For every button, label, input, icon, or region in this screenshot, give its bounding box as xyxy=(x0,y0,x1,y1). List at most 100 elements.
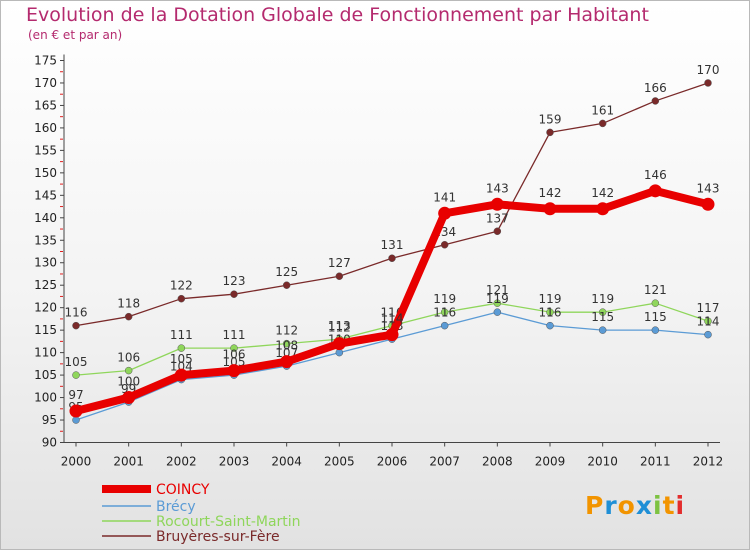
data-point-br-cy xyxy=(493,308,502,316)
data-label-rocourt-saint-martin: 113 xyxy=(328,319,351,333)
data-label-rocourt-saint-martin: 106 xyxy=(117,351,140,365)
x-tick-label: 2012 xyxy=(693,455,724,469)
data-label-bruy-res-sur-f-re: 123 xyxy=(223,274,246,288)
data-label-coincy: 142 xyxy=(591,186,614,200)
data-label-br-cy: 115 xyxy=(591,310,614,324)
data-label-bruy-res-sur-f-re: 118 xyxy=(117,297,140,311)
data-label-rocourt-saint-martin: 121 xyxy=(644,283,667,297)
legend-label-coincy: COINCY xyxy=(156,482,210,498)
data-point-rocourt-saint-martin xyxy=(704,317,712,325)
y-tick-label: 105 xyxy=(34,368,57,382)
data-label-coincy: 105 xyxy=(170,352,193,366)
data-point-bruy-res-sur-f-re xyxy=(177,294,186,303)
data-point-bruy-res-sur-f-re xyxy=(282,281,291,289)
x-tick-label: 2011 xyxy=(640,455,671,469)
x-tick-label: 2009 xyxy=(535,455,566,469)
data-label-rocourt-saint-martin: 119 xyxy=(591,292,614,306)
data-label-rocourt-saint-martin: 117 xyxy=(697,301,720,315)
data-point-coincy xyxy=(385,328,399,342)
logo-letter: i xyxy=(675,491,686,520)
data-point-bruy-res-sur-f-re xyxy=(493,227,502,236)
y-tick-label: 130 xyxy=(34,256,57,270)
data-label-br-cy: 119 xyxy=(486,292,509,306)
legend-label-rocourt-saint-martin: Rocourt-Saint-Martin xyxy=(156,514,301,530)
data-point-coincy xyxy=(122,391,136,405)
data-label-coincy: 142 xyxy=(539,186,562,200)
data-point-coincy xyxy=(490,197,504,211)
data-point-rocourt-saint-martin xyxy=(282,339,291,348)
data-label-bruy-res-sur-f-re: 166 xyxy=(644,81,667,95)
logo-letter: i xyxy=(653,491,663,520)
data-point-rocourt-saint-martin xyxy=(230,344,238,352)
y-tick-label: 95 xyxy=(42,413,57,427)
data-label-br-cy: 116 xyxy=(539,306,562,320)
data-label-br-cy: 104 xyxy=(170,360,193,374)
data-point-bruy-res-sur-f-re xyxy=(124,312,133,321)
data-point-bruy-res-sur-f-re xyxy=(651,97,660,105)
logo-letter: t xyxy=(662,491,676,520)
data-point-coincy xyxy=(227,364,241,378)
data-point-coincy xyxy=(332,337,346,351)
y-tick-label: 115 xyxy=(34,323,57,337)
data-point-coincy xyxy=(543,202,557,216)
data-label-br-cy: 115 xyxy=(644,310,667,324)
data-label-rocourt-saint-martin: 105 xyxy=(65,355,88,369)
data-point-bruy-res-sur-f-re xyxy=(388,254,396,262)
data-label-rocourt-saint-martin: 121 xyxy=(486,283,509,297)
data-point-bruy-res-sur-f-re xyxy=(546,128,554,137)
y-tick-label: 155 xyxy=(34,143,57,157)
data-point-coincy xyxy=(648,184,662,198)
y-tick-label: 150 xyxy=(34,166,57,180)
x-tick-label: 2007 xyxy=(429,455,460,469)
data-point-bruy-res-sur-f-re xyxy=(704,79,712,87)
data-point-bruy-res-sur-f-re xyxy=(72,321,80,330)
x-tick-label: 2002 xyxy=(166,455,197,469)
data-label-br-cy: 114 xyxy=(697,315,720,329)
y-tick-label: 90 xyxy=(42,436,57,450)
data-point-rocourt-saint-martin xyxy=(440,308,449,316)
data-point-rocourt-saint-martin xyxy=(651,299,660,307)
data-point-rocourt-saint-martin xyxy=(598,308,607,316)
logo-letter: r xyxy=(604,491,618,520)
data-point-bruy-res-sur-f-re xyxy=(440,241,449,249)
data-point-br-cy xyxy=(335,348,344,357)
x-tick-label: 2004 xyxy=(271,455,302,469)
chart-subtitle: (en € et par an) xyxy=(28,28,123,42)
data-label-br-cy: 116 xyxy=(433,306,456,320)
x-tick-label: 2001 xyxy=(113,455,144,469)
y-tick-label: 165 xyxy=(34,98,57,112)
y-tick-label: 140 xyxy=(34,211,57,225)
y-tick-label: 110 xyxy=(34,346,57,360)
data-point-br-cy xyxy=(72,416,80,424)
data-label-rocourt-saint-martin: 111 xyxy=(223,328,246,342)
x-tick-label: 2000 xyxy=(61,455,92,469)
data-label-bruy-res-sur-f-re: 127 xyxy=(328,256,351,270)
data-label-coincy: 146 xyxy=(644,168,667,182)
legend-label-bruy-res-sur-f-re: Bruyères-sur-Fère xyxy=(156,529,280,545)
y-tick-label: 160 xyxy=(34,121,57,135)
data-label-bruy-res-sur-f-re: 170 xyxy=(697,63,720,77)
x-tick-label: 2005 xyxy=(324,455,355,469)
data-point-coincy xyxy=(174,368,188,382)
y-tick-label: 145 xyxy=(34,188,57,202)
legend-label-br-cy: Brécy xyxy=(156,499,196,515)
data-point-coincy xyxy=(438,206,452,220)
x-tick-label: 2006 xyxy=(377,455,408,469)
data-label-bruy-res-sur-f-re: 137 xyxy=(486,211,509,225)
x-tick-label: 2008 xyxy=(482,455,513,469)
data-point-coincy xyxy=(701,197,715,211)
data-label-rocourt-saint-martin: 119 xyxy=(539,292,562,306)
data-label-coincy: 143 xyxy=(486,181,509,195)
data-label-coincy: 143 xyxy=(697,181,720,195)
data-point-br-cy xyxy=(440,321,449,330)
data-label-coincy: 97 xyxy=(68,388,83,402)
data-point-coincy xyxy=(69,404,83,418)
x-tick-label: 2003 xyxy=(219,455,250,469)
data-label-bruy-res-sur-f-re: 125 xyxy=(275,265,298,279)
y-tick-label: 120 xyxy=(34,301,57,315)
data-label-bruy-res-sur-f-re: 159 xyxy=(539,112,562,126)
y-tick-label: 100 xyxy=(34,391,57,405)
data-point-br-cy xyxy=(546,321,554,330)
logo-letter: o xyxy=(617,491,636,520)
